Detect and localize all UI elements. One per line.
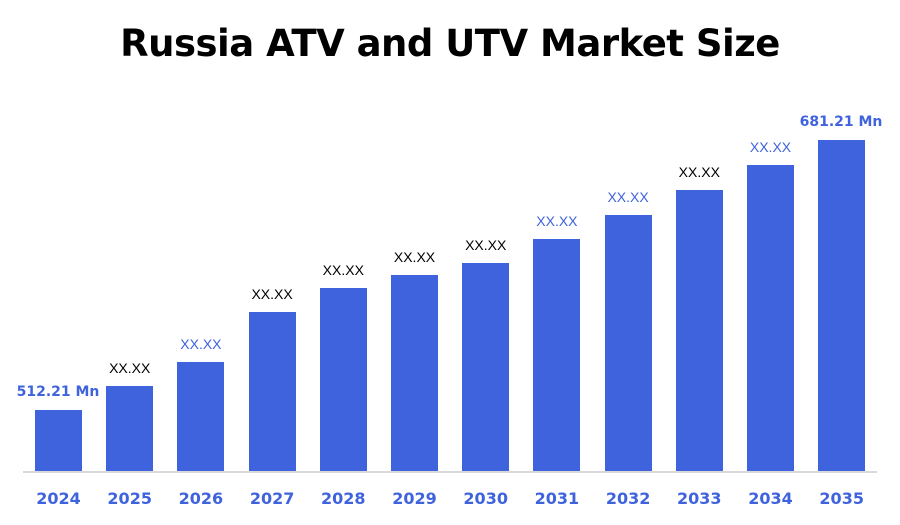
bar-2025 bbox=[106, 385, 154, 471]
x-axis-line bbox=[23, 471, 877, 473]
data-label-2028: XX.XX bbox=[322, 262, 364, 279]
data-label-2031: XX.XX bbox=[536, 212, 578, 229]
x-tick-2029: 2029 bbox=[392, 489, 437, 508]
bar-2032 bbox=[604, 214, 652, 471]
data-label-2024: 512.21 Mn bbox=[16, 384, 100, 400]
data-label-2030: XX.XX bbox=[465, 237, 507, 254]
data-label-2025: XX.XX bbox=[109, 359, 151, 376]
data-label-2032: XX.XX bbox=[607, 188, 649, 205]
x-tick-2027: 2027 bbox=[249, 489, 295, 508]
data-label-2026: XX.XX bbox=[180, 335, 222, 352]
x-tick-2026: 2026 bbox=[178, 489, 224, 508]
data-label-2033: XX.XX bbox=[678, 163, 720, 180]
bar-2034 bbox=[747, 165, 794, 471]
x-tick-2024: 2024 bbox=[36, 489, 81, 508]
x-tick-2030: 2030 bbox=[463, 489, 508, 508]
data-label-2035: 681.21 Mn bbox=[799, 114, 883, 130]
bar-2026 bbox=[177, 361, 225, 471]
bar-2029 bbox=[391, 275, 438, 471]
chart-title: Russia ATV and UTV Market Size bbox=[120, 22, 780, 65]
x-tick-2031: 2031 bbox=[534, 489, 580, 508]
bar-2030 bbox=[462, 263, 510, 471]
x-tick-2034: 2034 bbox=[748, 489, 793, 508]
bar-2031 bbox=[533, 238, 581, 471]
x-tick-2035: 2035 bbox=[819, 489, 864, 508]
x-tick-2033: 2033 bbox=[677, 489, 722, 508]
bar-2035 bbox=[818, 140, 866, 471]
bar-2027 bbox=[248, 312, 296, 471]
data-label-2027: XX.XX bbox=[251, 286, 293, 303]
bar-2024 bbox=[35, 410, 82, 471]
bar-2033 bbox=[675, 189, 723, 471]
data-label-2034: XX.XX bbox=[749, 139, 792, 156]
x-tick-2028: 2028 bbox=[321, 489, 366, 508]
bar-2028 bbox=[319, 288, 367, 471]
x-tick-2032: 2032 bbox=[605, 489, 651, 508]
data-label-2029: XX.XX bbox=[393, 249, 436, 266]
x-tick-2025: 2025 bbox=[107, 489, 152, 508]
